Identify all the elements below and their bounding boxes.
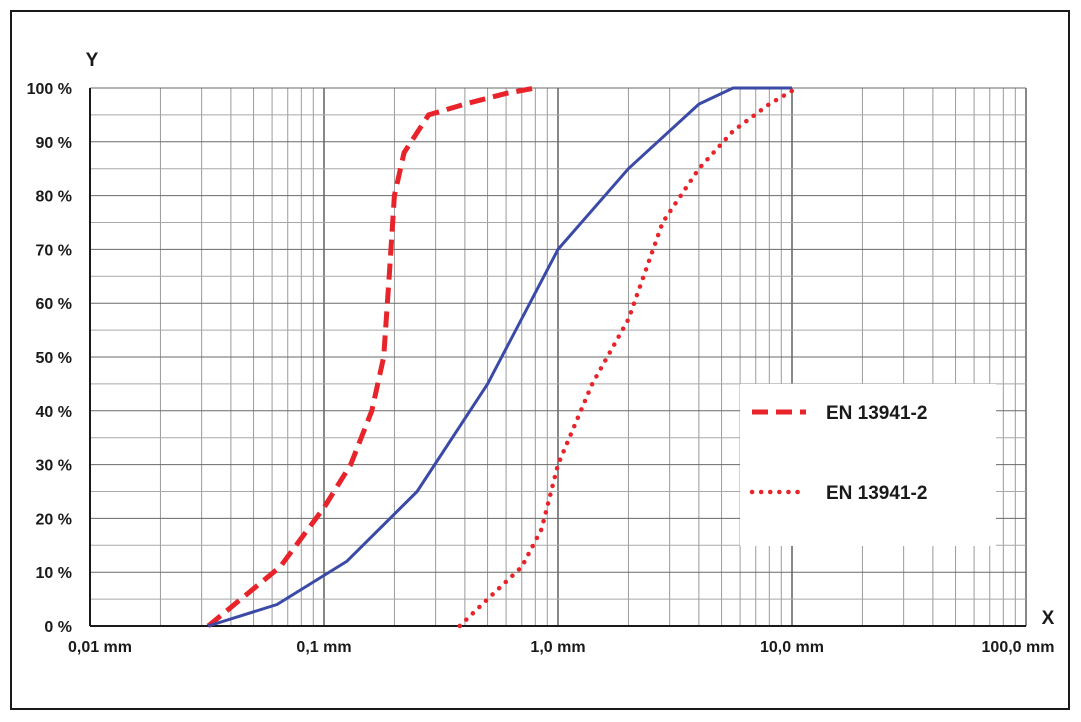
y-tick-label: 50 % xyxy=(36,350,72,367)
legend-label: EN 13941-2 xyxy=(826,483,927,504)
y-tick-label: 80 % xyxy=(36,189,72,206)
x-tick-labels: 0,01 mm 0,1 mm 1,0 mm 10,0 mm 100,0 mm xyxy=(68,639,1054,656)
y-tick-label: 70 % xyxy=(36,242,72,259)
series-layer xyxy=(206,85,800,629)
x-tick-label: 100,0 mm xyxy=(982,639,1055,656)
x-tick-label: 0,01 mm xyxy=(68,639,132,656)
series-line-dashed xyxy=(206,85,536,628)
series-line-dotted xyxy=(457,85,800,629)
legend-label: EN 13941-2 xyxy=(826,403,927,424)
y-tick-label: 10 % xyxy=(36,565,72,582)
grid xyxy=(89,87,1027,627)
x-tick-label: 0,1 mm xyxy=(296,639,351,656)
y-tick-label: 100 % xyxy=(27,81,72,98)
legend: EN 13941-2 EN 13941-2 xyxy=(740,384,996,546)
y-tick-label: 30 % xyxy=(36,458,72,475)
y-tick-label: 40 % xyxy=(36,404,72,421)
x-axis-letter: X xyxy=(1042,608,1055,629)
y-tick-label: 90 % xyxy=(36,135,72,152)
y-tick-labels: 0 % 10 % 20 % 30 % 40 % 50 % 60 % 70 % 80 % 90 % 1… xyxy=(27,81,72,636)
y-tick-label: 20 % xyxy=(36,511,72,528)
chart-frame: 0 % 10 % 20 % 30 % 40 % 50 % 60 % 70 % 80 % 90 % 1… xyxy=(10,10,1070,710)
grading-curve-chart: 0 % 10 % 20 % 30 % 40 % 50 % 60 % 70 % 80 % 90 % 1… xyxy=(27,50,1055,656)
y-axis-letter: Y xyxy=(86,50,99,71)
x-tick-label: 10,0 mm xyxy=(760,639,824,656)
y-tick-label: 0 % xyxy=(44,619,72,636)
series-line-solid xyxy=(207,86,792,628)
x-tick-label: 1,0 mm xyxy=(530,639,585,656)
y-tick-label: 60 % xyxy=(36,296,72,313)
